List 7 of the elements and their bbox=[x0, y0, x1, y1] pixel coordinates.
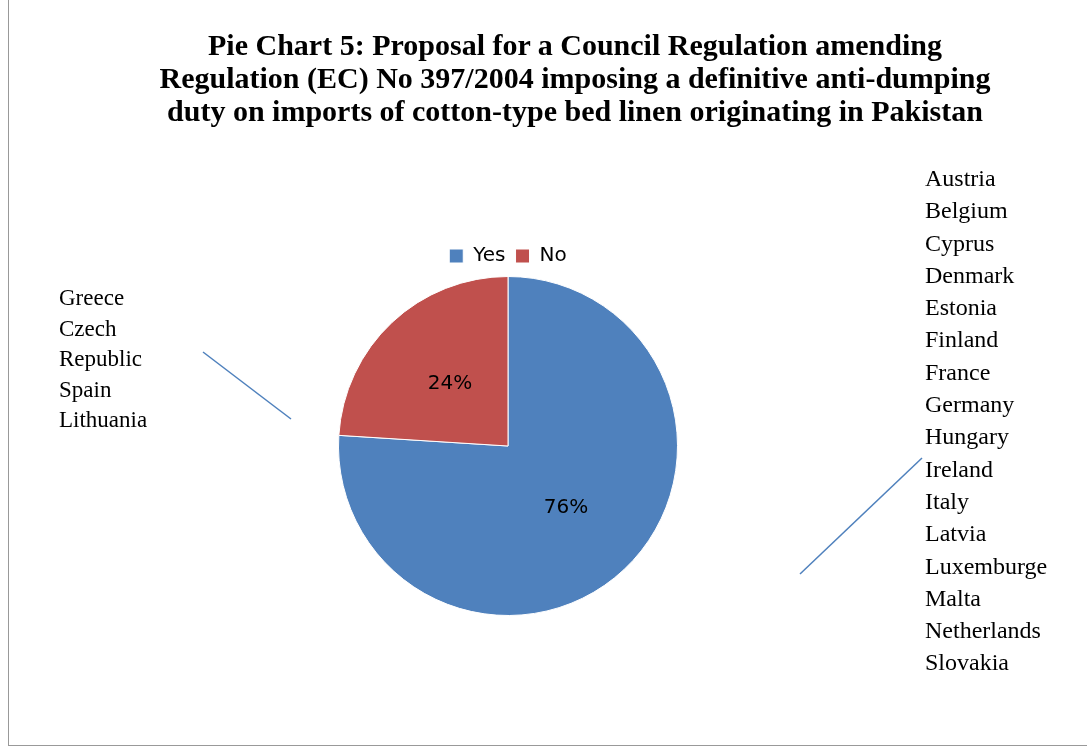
text: Austria Belgium Cyprus Denmark Estonia Finland France Germany Hungary Ireland Italy Latvia Luxemburge Malta Netherlands Slovakia bbox=[925, 165, 1048, 676]
legend-label: No bbox=[539, 242, 567, 267]
chart-title: Pie Chart 5: Proposal for a Council Regulation amending Regulation (EC) No 397/2004 imposing a definitive anti-dumping duty on imports of cotton-type bed linen originating in Pakistan bbox=[158, 28, 992, 127]
legend-label: Yes bbox=[472, 242, 506, 267]
text: Greece Czech Republic Spain Lithuania bbox=[59, 284, 148, 434]
data-label: 76% bbox=[543, 493, 589, 518]
data-label: 24% bbox=[427, 370, 473, 395]
